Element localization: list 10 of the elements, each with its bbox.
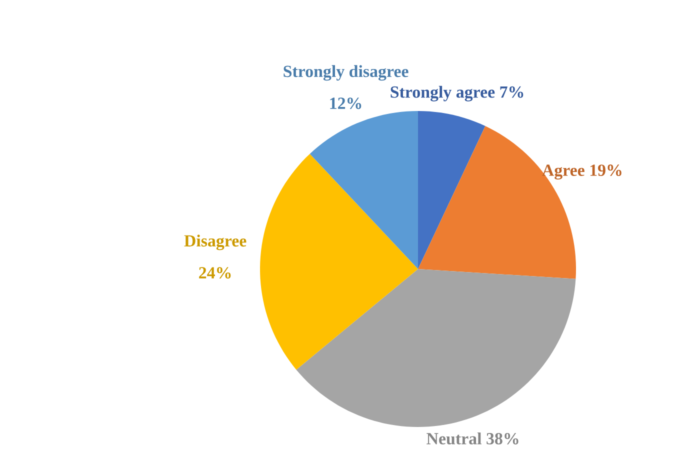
slice-label: Neutral [426, 432, 482, 444]
data-label: 19% [590, 164, 622, 176]
data-label: 7% [500, 86, 524, 98]
slice-label: Strongly agree [390, 86, 495, 102]
data-label: 24% [199, 267, 231, 279]
slice-label: Strongly disagree [284, 65, 408, 81]
data-label: 12% [330, 98, 362, 110]
slice-label: Agree [542, 164, 584, 180]
slice-label: Disagree [184, 234, 246, 250]
data-label: 38% [486, 432, 518, 444]
